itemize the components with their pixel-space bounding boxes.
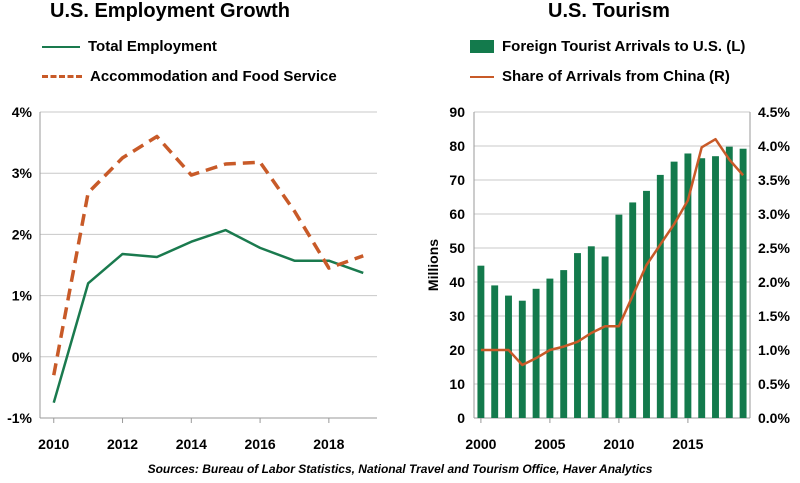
- y-left-tick-label: 70: [449, 172, 465, 188]
- employment-growth-chart: -1% 0% 1% 2% 3% 4% 2010 2012 2014 2016 2018: [7, 104, 377, 452]
- legend-item-china-share: Share of Arrivals from China (R): [470, 68, 730, 85]
- accommodation-food-line: [52, 134, 364, 376]
- arrivals-bar: [518, 300, 526, 418]
- arrivals-bar: [725, 146, 733, 418]
- legend-item-total-employment: Total Employment: [42, 38, 217, 55]
- tourism-chart: 0 10 20 30 40 50 60 70 80 90 0.0% 0.5% 1.0% 1.5% 2.0% 2…: [425, 104, 790, 452]
- arrivals-bar: [656, 174, 664, 418]
- y-tick-label: 3%: [12, 165, 33, 181]
- arrivals-bar: [560, 270, 568, 418]
- arrivals-bar: [698, 158, 706, 419]
- y-right-tick-label: 0.5%: [758, 376, 790, 392]
- legend-swatch-total-employment: [42, 45, 80, 48]
- y-left-tick-label: 60: [449, 206, 465, 222]
- legend-label-accommodation: Accommodation and Food Service: [90, 68, 337, 85]
- legend-swatch-china-share: [470, 75, 494, 78]
- y-right-tick-label: 1.5%: [758, 308, 790, 324]
- legend-item-foreign-arrivals: Foreign Tourist Arrivals to U.S. (L): [470, 38, 745, 55]
- china-share-line: [480, 137, 745, 367]
- x-tick-label: 2012: [107, 436, 138, 452]
- legend-swatch-accommodation: [42, 75, 82, 78]
- x-tick-label: 2014: [176, 436, 207, 452]
- y-tick-label: 4%: [12, 104, 33, 120]
- x-tick-label: 2010: [603, 436, 634, 452]
- arrivals-bar: [491, 285, 499, 418]
- arrivals-bar: [629, 202, 637, 418]
- x-tick-label: 2000: [465, 436, 496, 452]
- arrivals-bar: [643, 190, 650, 418]
- arrivals-bar: [739, 148, 747, 418]
- y-right-tick-label: 3.0%: [758, 206, 790, 222]
- y-left-tick-label: 40: [449, 274, 465, 290]
- y-right-tick-label: 2.5%: [758, 240, 790, 256]
- y-tick-label: 2%: [12, 226, 33, 242]
- arrivals-bar: [712, 156, 719, 418]
- y-left-tick-label: 20: [449, 342, 465, 358]
- legend-label-total-employment: Total Employment: [88, 38, 217, 55]
- y-left-tick-label: 90: [449, 104, 465, 120]
- y-right-tick-label: 0.0%: [758, 410, 790, 426]
- right-chart-title: U.S. Tourism: [548, 0, 670, 22]
- left-chart-title: U.S. Employment Growth: [50, 0, 291, 22]
- y-right-tick-label: 2.0%: [758, 274, 790, 290]
- x-tick-label: 2010: [38, 436, 69, 452]
- arrivals-bar: [546, 278, 554, 418]
- total-employment-line: [52, 228, 364, 404]
- x-tick-label: 2018: [313, 436, 344, 452]
- legend-item-accommodation: Accommodation and Food Service: [42, 68, 337, 85]
- y-left-tick-label: 10: [449, 376, 465, 392]
- y-tick-label: 0%: [12, 349, 33, 365]
- arrivals-bar: [684, 153, 692, 419]
- legend-label-foreign-arrivals: Foreign Tourist Arrivals to U.S. (L): [502, 38, 746, 55]
- y-right-tick-label: 1.0%: [758, 342, 790, 358]
- arrivals-bar: [505, 295, 512, 418]
- arrivals-bar: [532, 288, 540, 418]
- y-tick-label: 1%: [12, 288, 33, 304]
- x-tick-label: 2016: [245, 436, 276, 452]
- y-right-tick-label: 4.0%: [758, 138, 790, 154]
- arrivals-bar: [574, 253, 581, 418]
- x-tick-label: 2015: [672, 436, 703, 452]
- arrivals-bar: [615, 214, 623, 418]
- y-right-tick-label: 4.5%: [758, 104, 790, 120]
- y-left-tick-label: 80: [449, 138, 465, 154]
- sources-note: Sources: Bureau of Labor Statistics, Nat…: [147, 462, 653, 476]
- y-left-tick-label: 0: [457, 410, 465, 426]
- y-right-tick-label: 3.5%: [758, 172, 790, 188]
- y-left-tick-label: 30: [449, 308, 465, 324]
- x-tick-label: 2005: [534, 436, 565, 452]
- arrivals-bar: [601, 256, 609, 418]
- y-tick-label: -1%: [7, 410, 32, 426]
- y-left-tick-label: 50: [449, 240, 465, 256]
- legend-swatch-foreign-arrivals: [470, 40, 494, 53]
- y-axis-title: Millions: [425, 239, 441, 291]
- legend-label-china-share: Share of Arrivals from China (R): [502, 68, 730, 85]
- arrivals-bar: [670, 161, 678, 418]
- arrivals-bar: [477, 265, 485, 418]
